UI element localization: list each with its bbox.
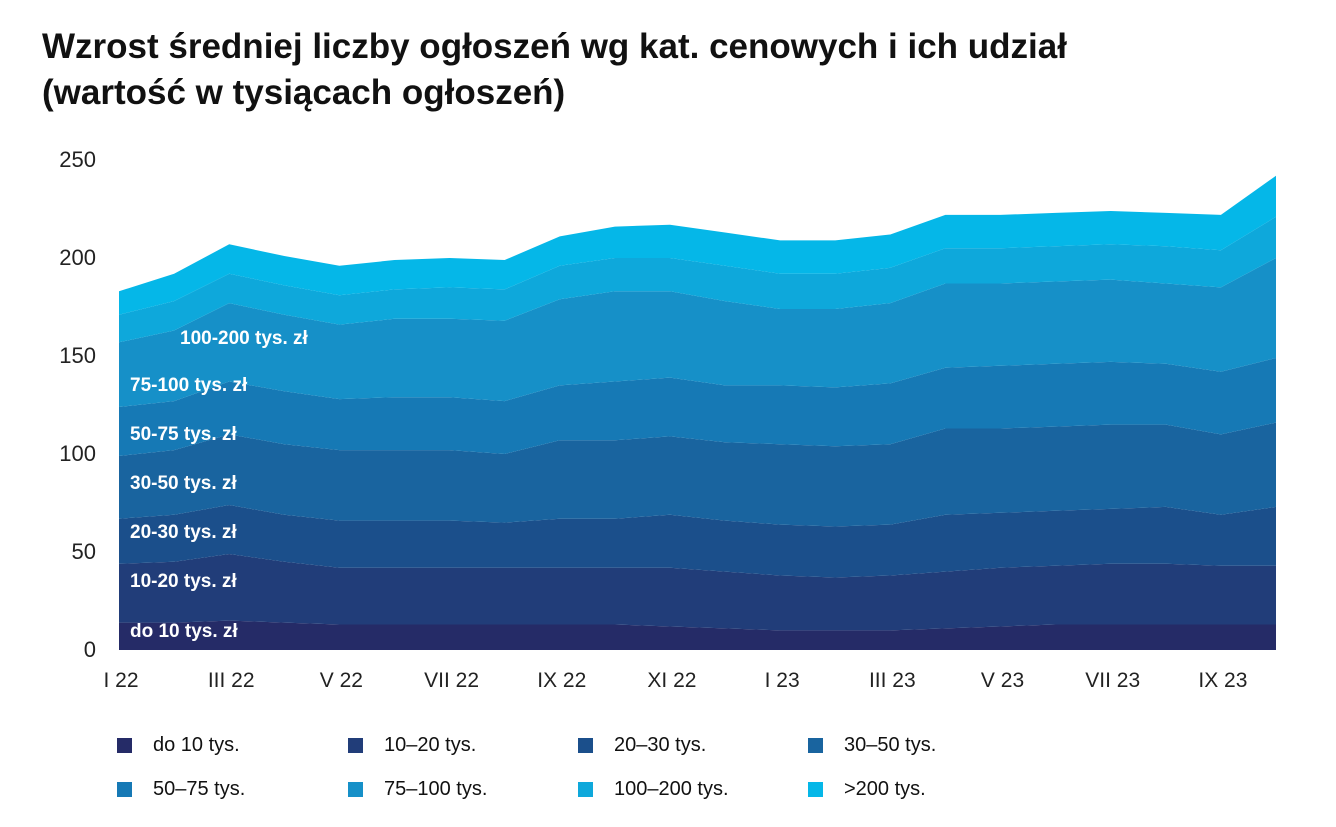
legend-label: 100–200 tys. [614,777,729,800]
legend-item: 10–20 tys. [348,733,476,757]
legend-label: do 10 tys. [153,733,240,756]
x-tick-label: VII 23 [1085,669,1140,692]
x-tick-label: III 23 [869,669,916,692]
legend-swatch [808,781,823,797]
legend-item: 50–75 tys. [117,777,245,801]
y-tick-label: 50 [72,539,96,564]
area-series-1 [119,554,1276,631]
x-tick-label: I 23 [765,669,800,692]
legend-swatch [808,737,823,753]
legend-item: do 10 tys. [117,733,240,757]
legend-label: 50–75 tys. [153,777,246,800]
y-tick-label: 0 [84,637,96,662]
area-inline-label: 10-20 tys. zł [130,571,237,592]
legend-item: 100–200 tys. [578,777,729,801]
legend-swatch [578,781,593,797]
legend-swatch [348,781,363,797]
area-series-3 [119,422,1276,527]
y-tick-label: 250 [59,147,96,172]
area-inline-label: 20-30 tys. zł [130,522,237,543]
legend-swatch [117,737,132,753]
legend-swatch [578,737,593,753]
legend-label: 20–30 tys. [614,733,707,756]
legend-item: 75–100 tys. [348,777,487,801]
area-series-2 [119,505,1276,578]
x-tick-label: V 22 [320,669,363,692]
legend-item: 20–30 tys. [578,733,706,757]
area-series-0 [119,620,1276,650]
area-series-7 [119,175,1276,315]
legend-swatch [117,781,132,797]
x-tick-label: XI 22 [647,669,696,692]
legend-label: >200 tys. [844,777,926,800]
x-tick-label: IX 22 [537,669,586,692]
y-tick-label: 100 [59,441,96,466]
area-inline-label: do 10 tys. zł [130,621,238,642]
area-inline-label: 30-50 tys. zł [130,473,237,494]
y-tick-label: 200 [59,245,96,270]
area-series-6 [119,216,1276,343]
chart-title: Wzrost średniej liczby ogłoszeń wg kat. … [42,24,1302,116]
chart-title-line-2: (wartość w tysiącach ogłoszeń) [42,73,566,112]
legend-item: >200 tys. [808,777,926,801]
legend-label: 30–50 tys. [844,733,937,756]
area-inline-label: 75-100 tys. zł [130,375,248,396]
y-tick-label: 150 [59,343,96,368]
x-tick-label: V 23 [981,669,1024,692]
x-tick-label: VII 22 [424,669,479,692]
x-tick-label: IX 23 [1198,669,1247,692]
x-tick-label: III 22 [208,669,255,692]
legend-label: 75–100 tys. [384,777,488,800]
legend-swatch [348,737,363,753]
area-series-4 [119,358,1276,456]
legend-item: 30–50 tys. [808,733,936,757]
x-tick-label: I 22 [103,669,138,692]
legend-label: 10–20 tys. [384,733,477,756]
chart-title-line-1: Wzrost średniej liczby ogłoszeń wg kat. … [42,27,1067,66]
area-inline-label: 50-75 tys. zł [130,424,237,445]
area-inline-label: 100-200 tys. zł [180,328,309,349]
area-series-5 [119,258,1276,407]
